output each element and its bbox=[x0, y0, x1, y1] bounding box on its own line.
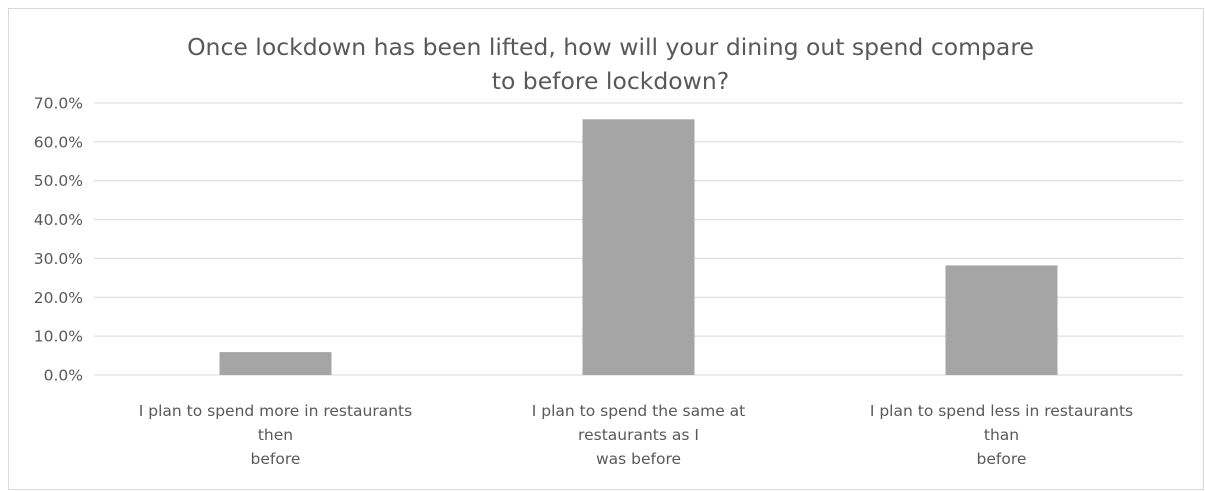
y-tick-label: 60.0% bbox=[34, 133, 83, 151]
y-tick-label: 70.0% bbox=[34, 95, 83, 113]
y-tick-label: 0.0% bbox=[44, 367, 83, 385]
y-tick-label: 20.0% bbox=[34, 289, 83, 307]
y-axis-tick-labels: 0.0% 10.0% 20.0% 30.0% 40.0% 50.0% 60.0% 70.0% bbox=[34, 95, 83, 385]
x-category-label: I plan to spend less in restaurants bbox=[870, 402, 1133, 420]
y-tick-label: 10.0% bbox=[34, 328, 83, 346]
y-tick-label: 40.0% bbox=[34, 211, 83, 229]
chart-title-line-1: Once lockdown has been lifted, how will … bbox=[187, 33, 1034, 61]
x-category-label: before bbox=[977, 450, 1027, 468]
x-category-label: than bbox=[984, 426, 1019, 444]
bar bbox=[945, 265, 1058, 375]
x-category-label: then bbox=[258, 426, 293, 444]
y-tick-label: 50.0% bbox=[34, 172, 83, 190]
y-tick-label: 30.0% bbox=[34, 250, 83, 268]
bar bbox=[219, 352, 332, 375]
x-axis-category-labels: I plan to spend more in restaurants then b… bbox=[139, 402, 1133, 468]
x-category-label: was before bbox=[596, 450, 681, 468]
x-category-label: I plan to spend more in restaurants bbox=[139, 402, 412, 420]
chart-title-line-2: to before lockdown? bbox=[491, 67, 730, 95]
x-category-label: restaurants as I bbox=[578, 426, 699, 444]
x-category-label: before bbox=[251, 450, 301, 468]
chart-title: Once lockdown has been lifted, how will … bbox=[0, 30, 1205, 98]
x-category-label: I plan to spend the same at bbox=[532, 402, 746, 420]
bar bbox=[582, 119, 695, 375]
bars bbox=[219, 119, 1058, 375]
